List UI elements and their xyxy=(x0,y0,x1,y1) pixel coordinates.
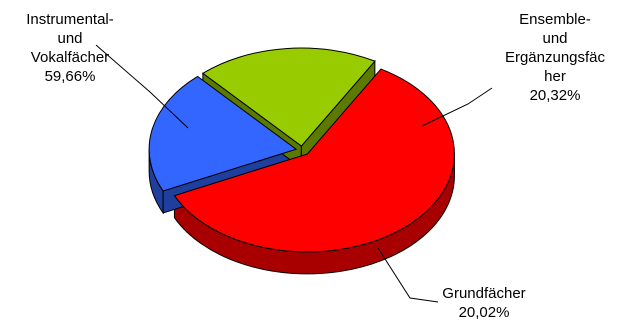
slice-label-ensemble-und-erg-nzungsf-cher: Ensemble-und Ergänzungsfäc her 20,32% xyxy=(505,11,606,104)
slice-labels: Instrumental-und Vokalfächer 59,66% Ensembl… xyxy=(26,11,605,321)
slice-label-grundf-cher: Grundfächer 20,02% xyxy=(442,285,525,321)
slice-label-line: 59,66% xyxy=(45,68,96,85)
slice-label-line: her xyxy=(544,68,566,85)
pie-slice-instrumental-und-vokalf-cher xyxy=(173,68,455,253)
slice-label-line: Ensemble- xyxy=(519,11,591,28)
leader-line-ensemble-und-erg-nzungsf-cher xyxy=(421,87,493,127)
leader-line-grundf-cher xyxy=(377,247,439,303)
pie-slices xyxy=(148,47,455,253)
slice-label-line: Ergänzungsfäc xyxy=(505,49,606,66)
slice-label-line: und xyxy=(57,30,82,47)
slice-label-line: Vokalfächer xyxy=(31,49,109,66)
slice-label-line: 20,02% xyxy=(459,304,510,321)
pie-slice-grundf-cher xyxy=(201,47,376,147)
slice-label-line: Grundfächer xyxy=(442,285,525,302)
leader-line-instrumental-und-vokalf-cher xyxy=(95,44,189,129)
slice-label-instrumental-und-vokalf-cher: Instrumental-und Vokalfächer 59,66% xyxy=(26,11,114,85)
slice-label-line: Instrumental- xyxy=(26,11,114,28)
slice-label-line: 20,32% xyxy=(530,87,581,104)
leader-lines xyxy=(95,44,493,303)
slice-label-line: und xyxy=(542,30,567,47)
pie-slice-ensemble-und-erg-nzungsf-cher xyxy=(148,75,298,192)
